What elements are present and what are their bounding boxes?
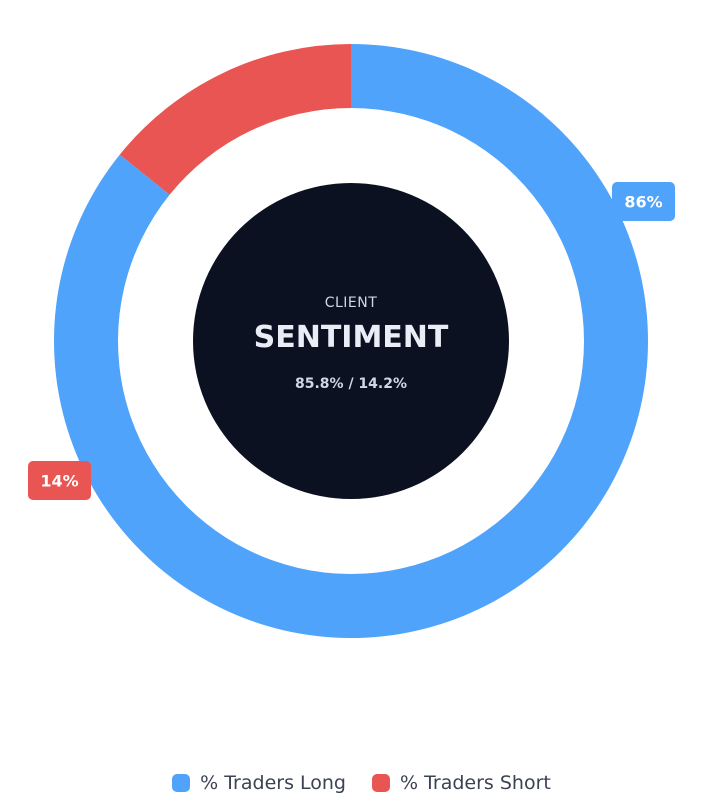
legend-label-short: % Traders Short <box>399 772 551 794</box>
center-ratio: 85.8% / 14.2% <box>295 376 407 392</box>
data-label-long: 86% <box>612 182 675 221</box>
legend-item-long[interactable]: % Traders Long <box>172 772 346 794</box>
data-label-box-short <box>28 461 91 500</box>
data-label-text-long: 86% <box>624 193 662 212</box>
legend-swatch-long <box>172 774 191 792</box>
data-label-box-long <box>612 182 675 221</box>
data-labels: 86% 14% <box>28 182 675 500</box>
slices <box>53 44 648 639</box>
data-label-text-short: 14% <box>40 472 78 491</box>
legend-label-long: % Traders Long <box>200 772 346 794</box>
legend: % Traders Long % Traders Short <box>0 768 723 798</box>
slice-short[interactable] <box>119 44 352 195</box>
center-title: SENTIMENT <box>254 320 449 355</box>
center-subtitle: CLIENT <box>325 295 378 311</box>
center-disc <box>193 183 509 499</box>
data-label-short: 14% <box>28 461 91 500</box>
legend-swatch-short <box>371 774 390 792</box>
legend-item-short[interactable]: % Traders Short <box>371 772 551 794</box>
